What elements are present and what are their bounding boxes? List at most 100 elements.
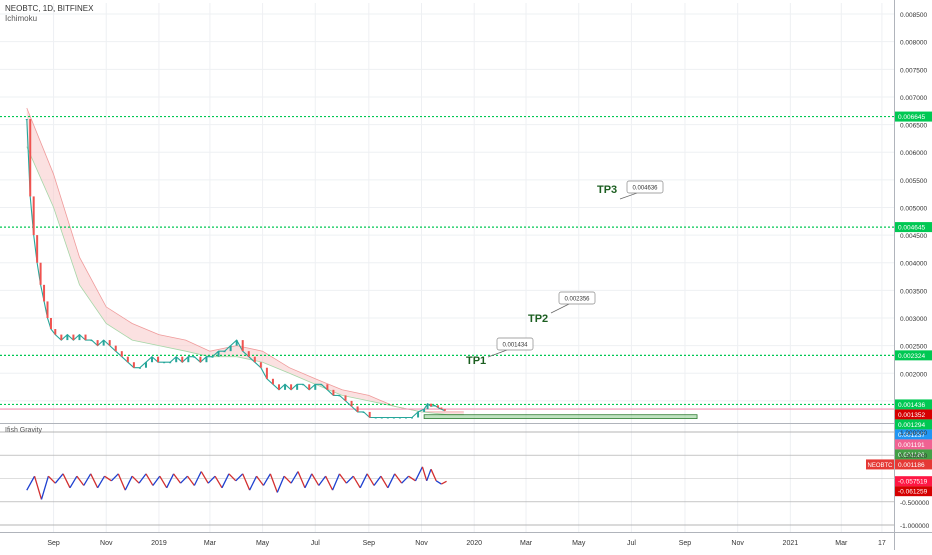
osc-segment [249,475,258,491]
osc-segment [414,466,423,482]
price-label-box [895,459,932,470]
osc-segment [430,468,437,482]
osc-segment [421,466,428,482]
x-tick-label: Nov [100,540,113,547]
osc-segment [387,473,396,489]
x-tick-label: 2020 [466,540,482,547]
y-tick-label: 0.005500 [900,178,927,185]
grid-lines [0,3,894,532]
osc-segment [138,473,147,484]
osc-segment [283,475,292,484]
annotation-callout-box [626,180,664,194]
price-candle [374,417,377,419]
osc-segment [221,473,230,489]
osc-segment [186,475,195,486]
price-candle [46,301,49,318]
price-label-text: 0.001186 [898,462,925,469]
osc-y-tick-label: -1.000000 [900,523,930,530]
ichimoku-cloud [26,108,464,415]
osc-segment [159,475,168,489]
osc-segment [47,475,56,484]
price-candle [193,356,196,358]
price-candle [54,329,57,335]
y-tick-label: 0.006000 [900,150,927,157]
price-label-box [895,399,932,410]
price-label-text: 0.001186 [898,452,925,459]
osc-y-tick-label: 0.500000 [900,453,927,460]
osc-segment [325,475,334,491]
price-candle [114,345,117,352]
y-tick-label: 0.007500 [900,67,927,74]
price-candle [271,378,274,385]
price-candle [392,417,395,419]
osc-segment [318,475,327,486]
osc-segment [359,473,368,489]
symbol-title: NEOBTC, 1D, BITFINEX [5,4,94,13]
x-tick-label: 2019 [151,540,167,547]
price-label-box [895,350,932,361]
x-tick-label: Jul [311,540,320,547]
price-candle [326,384,329,390]
osc-segment [401,475,410,484]
x-tick-label: May [572,540,586,547]
x-tick-label: Nov [415,540,428,547]
price-candle [320,384,323,386]
osc-segment [290,471,299,484]
price-candle [49,318,52,330]
price-candle [72,334,75,341]
x-tick-label: Mar [520,540,533,547]
price-candle [205,356,208,363]
osc-segment [173,473,182,484]
osc-segment [394,473,403,484]
annotation-label: TP2 [528,313,548,325]
osc-segment [331,473,341,491]
price-candle [302,384,305,386]
x-tick-label: Sep [679,540,692,547]
price-candle [296,384,299,390]
price-candle [338,395,341,397]
osc-y-tick-label: -0.500000 [900,500,930,507]
osc-segment [104,475,112,482]
osc-segment [62,473,71,489]
price-candle [386,417,389,419]
x-tick-label: Sep [363,540,376,547]
price-candle [443,409,446,411]
price-label-box [895,449,932,460]
y-tick-label: 0.004000 [900,261,927,268]
price-candle [29,119,32,197]
price-candle [426,403,429,410]
price-candle [368,411,371,418]
price-candle [350,400,353,407]
osc-segment [152,475,161,486]
price-candle [96,340,99,346]
price-candle [284,384,287,390]
osc-segment [26,475,36,491]
annotation-callout-text: 0.002356 [564,297,590,303]
price-label-box [895,222,932,233]
price-candle [241,340,244,352]
price-candle [84,334,87,341]
price-line [26,119,446,419]
price-candle [259,362,262,368]
price-candle [290,384,293,390]
osc-segment [304,473,313,489]
support-zone [423,414,698,419]
price-candle [211,356,214,358]
price-candle [440,407,443,410]
price-candle [265,367,268,379]
osc-segment [242,473,251,491]
annotation-callout-text: 0.004636 [632,186,658,192]
y-tick-label: 0.004500 [900,233,927,240]
indicator-label: Ichimoku [5,14,38,23]
price-candle [404,417,407,419]
y-tick-label: 0.006500 [900,123,927,130]
price-candle [235,340,238,346]
y-tick-label: 0.003000 [900,316,927,323]
annotation-label: TP3 [597,184,617,196]
price-candle [217,351,220,357]
price-candle [138,367,141,369]
price-label-text: 0.002324 [898,353,925,360]
